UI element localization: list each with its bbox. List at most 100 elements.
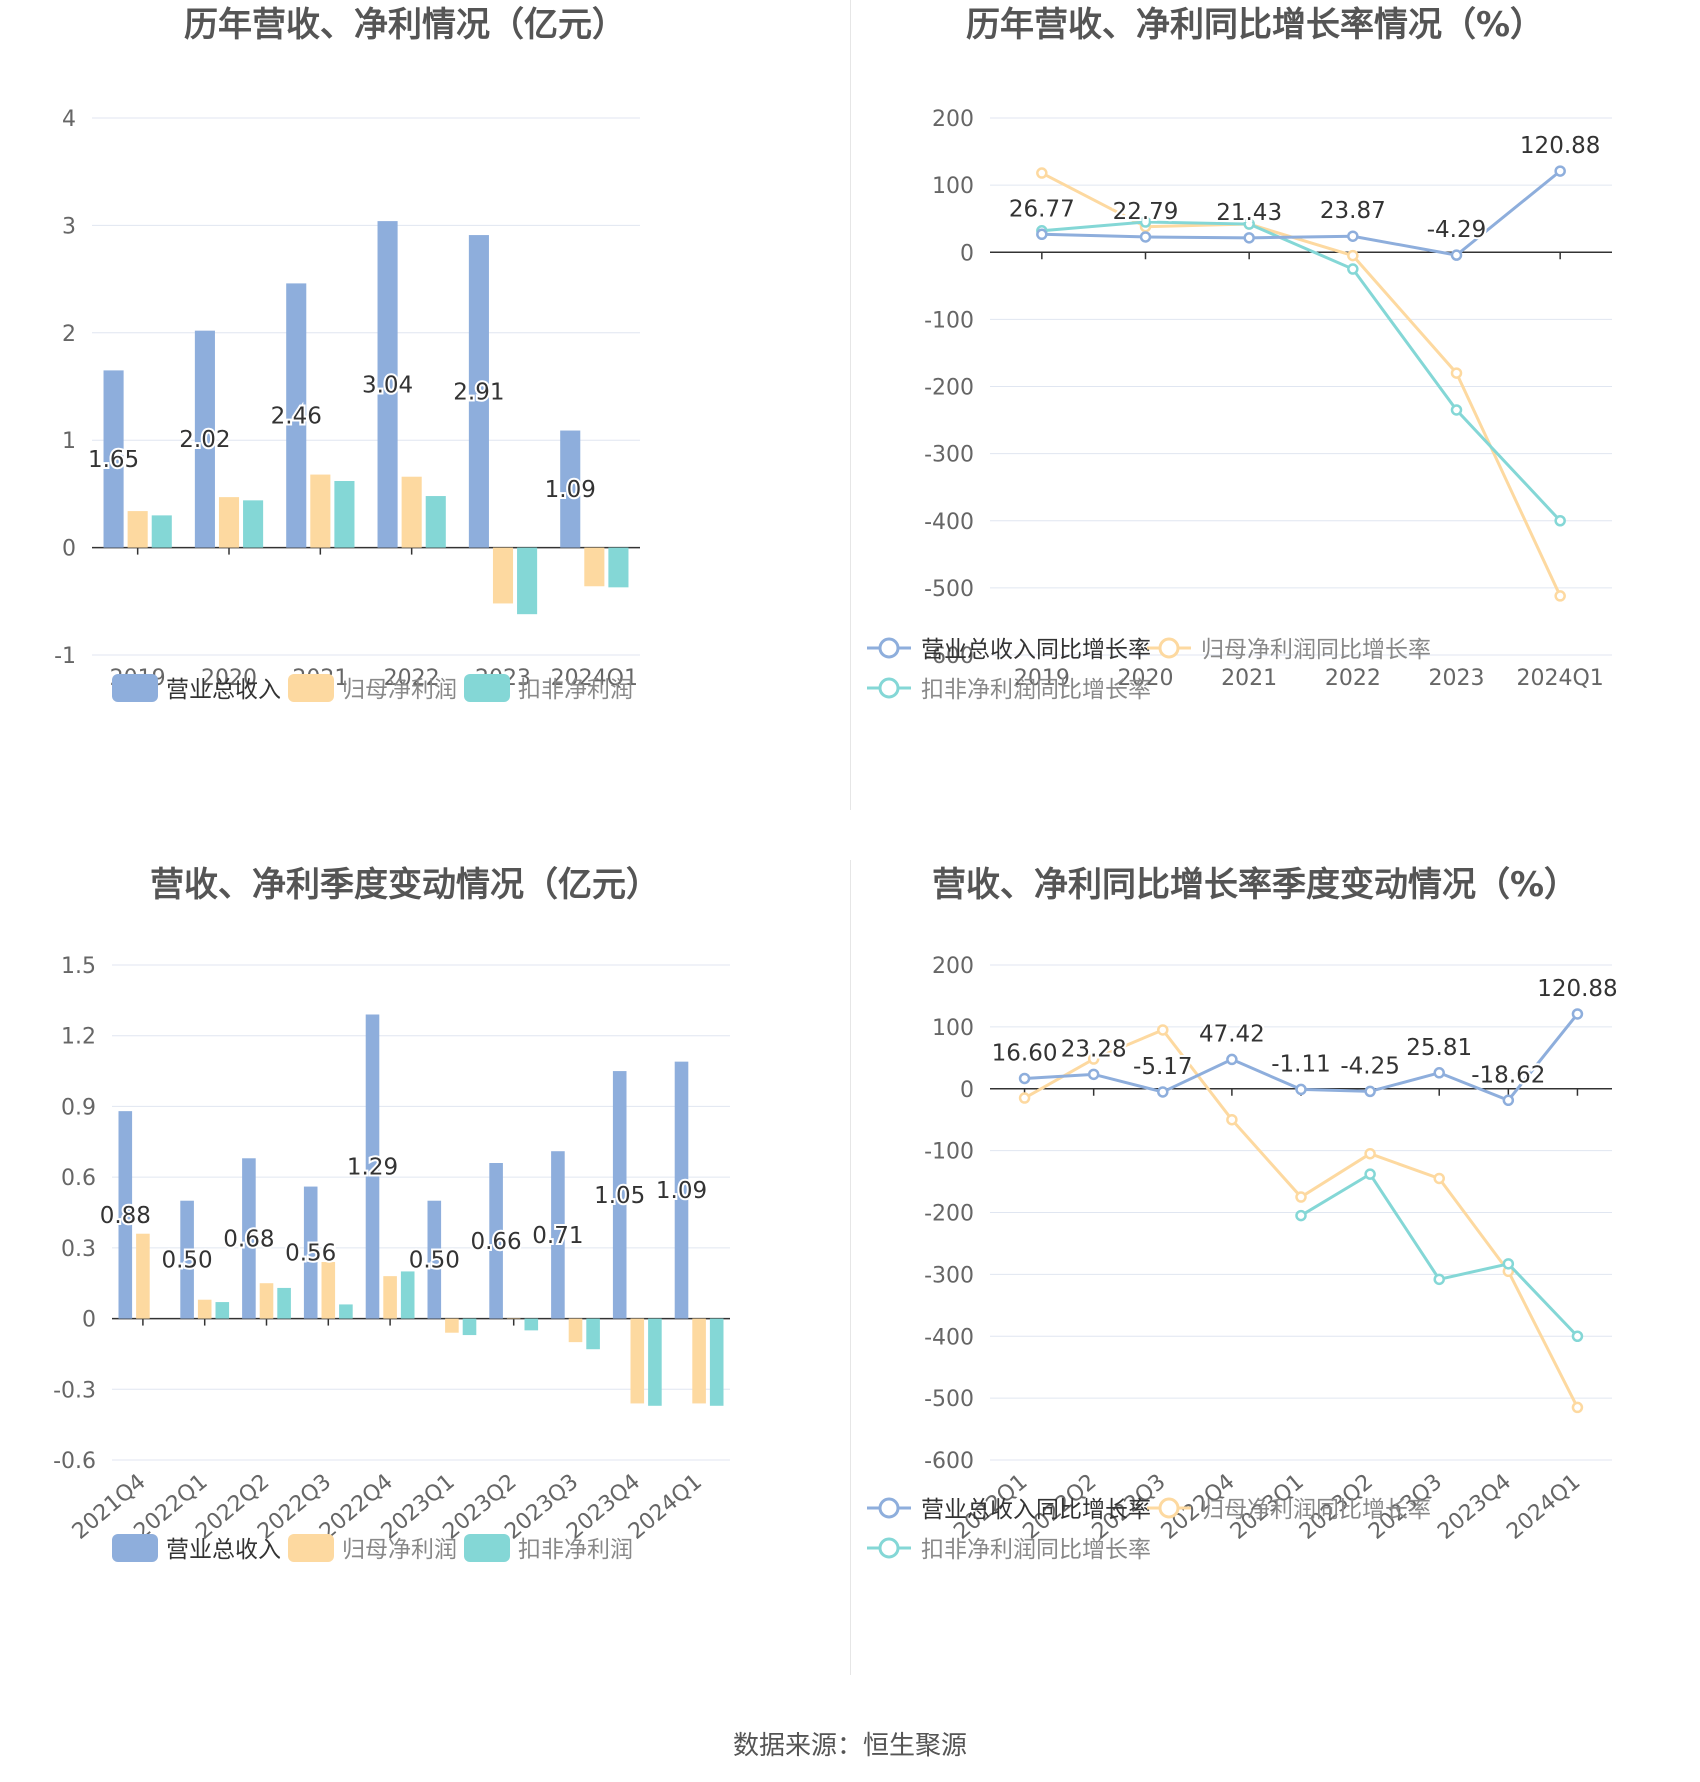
annual-bar-svg: 历年营收、净利情况（亿元）43210-120192020202120222023… [54, 5, 640, 703]
x-tick-label: 2019 [1014, 666, 1070, 691]
bar-revenue [194, 330, 215, 548]
bar-revenue [612, 1071, 627, 1319]
bar-deducted-net-profit [648, 1318, 662, 1406]
series-point-0 [1243, 232, 1255, 244]
series-point-0 [1571, 1008, 1584, 1020]
series-point-2 [1433, 1273, 1445, 1286]
x-tick-label: 2024Q1 [551, 666, 638, 691]
quarter-line-svg: 营收、净利同比增长率季度变动情况（%） 200 100 0 -100 -200 -300 -4… [867, 865, 1620, 1563]
y-tick-label: 1.5 [61, 954, 96, 979]
bar-net-profit [310, 474, 331, 548]
legend-label: 归母净利润同比增长率 [1201, 1497, 1431, 1523]
data-label: -4.29 [1427, 217, 1487, 243]
series-point-2 [1571, 1330, 1584, 1342]
legend-marker [1158, 637, 1180, 659]
bar-net-profit [197, 1299, 212, 1319]
y-tick-label: 200 [932, 107, 974, 132]
series-point-1 [1571, 1401, 1584, 1414]
legend-swatch [464, 674, 510, 702]
x-tick-label: 2020 [1118, 666, 1174, 691]
bar-deducted-net-profit [334, 481, 355, 548]
data-label: 0.71 [532, 1223, 583, 1249]
bar-revenue [365, 1014, 380, 1319]
bar-net-profit [383, 1276, 397, 1319]
series-line-1 [1041, 171, 1562, 597]
data-label: 47.42 [1199, 1021, 1265, 1047]
series-point-1 [1087, 1053, 1100, 1065]
legend-marker [878, 1497, 900, 1519]
legend-marker [1158, 1497, 1180, 1519]
y-tick-label: 0 [62, 537, 76, 562]
y-tick-label: -100 [924, 308, 974, 333]
data-label: 3.04 [362, 372, 413, 398]
annual-line-svg: 历年营收、净利同比增长率情况（%） 200 100 0 -100 -200 -300 -400… [867, 5, 1612, 703]
legend-swatch [288, 1534, 334, 1562]
y-tick-label: -0.3 [53, 1378, 96, 1403]
vertical-divider-top [850, 0, 851, 810]
legend-swatch [464, 1534, 510, 1562]
series-point-0 [1347, 230, 1359, 242]
quarter-bar-svg: 营收、净利季度变动情况（亿元）1.51.20.90.60.30-0.3-0.62… [53, 865, 730, 1563]
data-label: 1.29 [347, 1155, 398, 1181]
y-tick-label: -100 [924, 1140, 974, 1165]
series-point-1 [1018, 1092, 1031, 1104]
series-point-2 [1295, 1209, 1307, 1222]
data-label: 1.09 [656, 1178, 707, 1204]
series-line-2 [1300, 1172, 1579, 1338]
data-label: 1.65 [88, 447, 139, 473]
annual-revenue-profit-chart: 历年营收、净利情况（亿元）43210-120192020202120222023… [0, 0, 850, 860]
legend-marker [878, 677, 900, 699]
data-label: -18.62 [1471, 1062, 1545, 1088]
legend-label: 营业总收入同比增长率 [921, 1497, 1151, 1523]
series-point-0 [1554, 165, 1566, 177]
bar-deducted-net-profit [215, 1302, 230, 1319]
y-tick-label: -200 [924, 376, 974, 401]
bar-deducted-net-profit [425, 496, 446, 548]
y-tick-label: 1 [62, 429, 76, 454]
series-point-2 [1450, 404, 1463, 416]
data-label: 2.02 [179, 427, 230, 453]
bar-deducted-net-profit [400, 1271, 415, 1319]
legend-marker [878, 1537, 900, 1559]
x-tick-label: 2024Q1 [1502, 1469, 1585, 1544]
series-point-1 [1157, 1024, 1169, 1036]
y-tick-label: -300 [924, 443, 974, 468]
bar-deducted-net-profit [151, 515, 172, 548]
series-point-0 [1450, 249, 1463, 261]
bar-deducted-net-profit [586, 1318, 600, 1350]
series-point-2 [1364, 1168, 1376, 1180]
data-label: 120.88 [1520, 133, 1600, 159]
series-point-1 [1433, 1172, 1445, 1185]
chart-title: 营收、净利同比增长率季度变动情况（%） [932, 865, 1578, 905]
bar-deducted-net-profit [243, 500, 264, 548]
series-point-1 [1450, 367, 1463, 379]
y-tick-label: -500 [924, 577, 974, 602]
bar-revenue [551, 1151, 565, 1319]
y-tick-label: 3 [62, 214, 76, 239]
y-tick-label: 0.6 [61, 1166, 96, 1191]
series-point-2 [1243, 218, 1255, 230]
bar-revenue [468, 235, 489, 548]
data-label: 0.50 [161, 1248, 212, 1274]
bar-revenue [286, 283, 307, 548]
data-label: 22.79 [1113, 199, 1179, 225]
bar-deducted-net-profit [339, 1304, 353, 1319]
bar-revenue [427, 1200, 442, 1319]
bar-net-profit [136, 1233, 150, 1319]
bar-net-profit [127, 511, 148, 548]
series-line-2 [1041, 220, 1562, 522]
annual-growth-rate-chart: 历年营收、净利同比增长率情况（%） 200 100 0 -100 -200 -300 -400… [850, 0, 1700, 860]
y-tick-label: -400 [924, 510, 974, 535]
bar-revenue [118, 1111, 133, 1319]
series-point-1 [1226, 1113, 1238, 1126]
series-point-0 [1157, 1086, 1169, 1098]
bar-deducted-net-profit [524, 1318, 539, 1331]
data-label: 1.09 [545, 477, 596, 503]
y-tick-label: 0.3 [61, 1237, 96, 1262]
series-point-2 [1347, 263, 1359, 275]
series-point-0 [1364, 1085, 1376, 1098]
x-tick-label: 2020 [201, 666, 257, 691]
bar-net-profit [692, 1318, 706, 1404]
legend-label: 营业总收入同比增长率 [921, 637, 1151, 663]
quarterly-growth-rate-chart: 营收、净利同比增长率季度变动情况（%） 200 100 0 -100 -200 -300 -4… [850, 860, 1700, 1720]
